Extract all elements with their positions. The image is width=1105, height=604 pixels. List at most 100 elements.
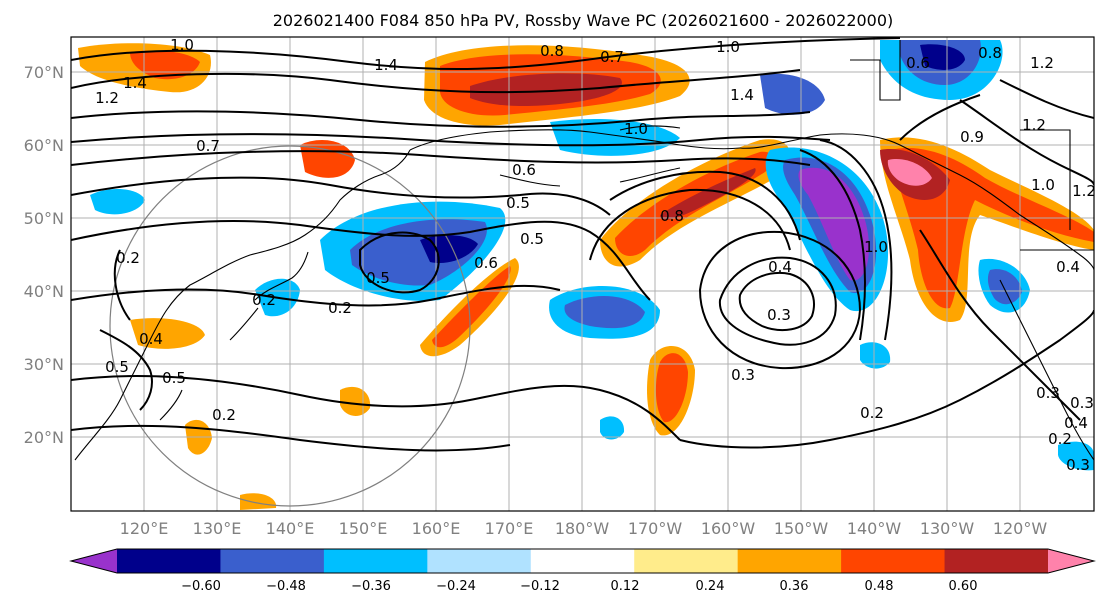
pv-label: 0.4	[139, 330, 163, 348]
longitude-axis: 120°E 130°E 140°E 150°E 160°E 170°E 180°…	[120, 519, 1048, 538]
colorbar-segment	[117, 549, 221, 573]
pv-label: 0.6	[512, 161, 536, 179]
colorbar-segment	[944, 549, 1049, 573]
pv-label: 0.3	[1070, 394, 1094, 412]
shade-arctic-warm-core	[470, 73, 622, 106]
colorbar-segment	[841, 549, 946, 573]
pv-label: 0.6	[906, 54, 930, 72]
shade-east-china-warm	[130, 318, 205, 349]
shade-aleutian-warm-deep	[660, 168, 756, 220]
lat-tick-label: 70°N	[24, 63, 64, 82]
pv-label: 1.0	[716, 38, 740, 56]
pv-label: 0.3	[1066, 456, 1090, 474]
map-frame	[70, 36, 1095, 512]
pv-contour-labels: 1.0 1.4 1.2 1.4 0.8 0.7 1.0 1.4 1.0 0.7 …	[95, 36, 1096, 474]
lon-tick-label: 160°E	[412, 519, 461, 538]
colorbar-extend-min	[71, 549, 117, 573]
colorbar-tick-label: −0.24	[436, 579, 476, 594]
pv-label: 0.8	[978, 44, 1002, 62]
pv-label: 0.3	[1036, 384, 1060, 402]
lon-tick-label: 170°W	[628, 519, 683, 538]
pv-label: 0.2	[116, 249, 140, 267]
lon-tick-label: 160°W	[701, 519, 756, 538]
pv-contours	[71, 37, 1094, 452]
pv-label: 1.0	[624, 120, 648, 138]
pv-label: 0.8	[660, 207, 684, 225]
shade-sea-okhotsk-warm	[300, 140, 355, 178]
pv-label: 0.2	[328, 299, 352, 317]
lon-tick-label: 120°E	[120, 519, 169, 538]
pv-label: 0.2	[1048, 430, 1072, 448]
pv-label: 1.2	[1022, 116, 1046, 134]
shade-central-cold-core	[564, 295, 645, 329]
colorbar-extend-max	[1048, 549, 1094, 573]
pv-label: 1.0	[1031, 176, 1055, 194]
colorbar-ticks: −0.60 −0.48 −0.36 −0.24 −0.12 0.12 0.24 …	[181, 579, 977, 594]
pv-label: 1.4	[730, 86, 754, 104]
pv-label: 0.5	[506, 194, 530, 212]
reference-circle	[109, 145, 471, 507]
pv-label: 1.2	[95, 89, 119, 107]
lon-tick-label: 140°W	[847, 519, 902, 538]
pv-label: 0.5	[162, 369, 186, 387]
shade-se-cold	[1058, 441, 1094, 471]
colorbar-segment	[530, 549, 635, 573]
colorbar-tick-label: 0.60	[949, 579, 978, 594]
pv-label: 0.3	[767, 306, 791, 324]
pv-label: 0.4	[1056, 258, 1080, 276]
shade-ne-pacific-pink	[887, 159, 932, 186]
shade-subtropic-cold-2	[860, 342, 891, 369]
shade-ne-cold-deep	[920, 44, 965, 70]
pv-label: 0.5	[366, 269, 390, 287]
lon-tick-label: 130°W	[920, 519, 975, 538]
colorbar-segment	[220, 549, 325, 573]
lon-tick-label: 140°E	[266, 519, 315, 538]
colorbar-tick-label: 0.12	[611, 579, 640, 594]
lat-tick-label: 60°N	[24, 136, 64, 155]
pv-label: 0.4	[1064, 414, 1088, 432]
pv-label: 0.2	[860, 404, 884, 422]
pv-label: 0.6	[474, 254, 498, 272]
pv-label: 1.4	[123, 74, 147, 92]
shade-subtropic-warm-3	[240, 493, 277, 510]
colorbar-segment	[323, 549, 428, 573]
shade-subtropic-cold-1	[600, 416, 625, 440]
pv-label: 0.3	[731, 366, 755, 384]
lat-tick-label: 40°N	[24, 282, 64, 301]
pv-label: 1.0	[864, 238, 888, 256]
lon-tick-label: 150°E	[339, 519, 388, 538]
shade-gulf-cold-core	[798, 167, 870, 281]
pv-anomaly-shading	[78, 40, 1094, 510]
colorbar-tick-label: −0.60	[181, 579, 221, 594]
pv-label: 0.5	[105, 358, 129, 376]
colorbar-segment	[634, 549, 739, 573]
pv-label: 1.2	[1030, 54, 1054, 72]
pv-label: 0.9	[960, 128, 984, 146]
colorbar-segment	[737, 549, 842, 573]
pv-label: 0.5	[520, 230, 544, 248]
colorbar-tick-label: −0.12	[520, 579, 560, 594]
lon-tick-label: 170°E	[485, 519, 534, 538]
lat-lon-grid	[71, 37, 1094, 511]
shade-mid-pacific-warm-core	[655, 353, 688, 423]
shade-nw-cold-small	[90, 188, 145, 215]
shade-west-coast-cold-core	[987, 269, 1022, 305]
colorbar-tick-label: 0.48	[865, 579, 894, 594]
lat-tick-label: 20°N	[24, 428, 64, 447]
pv-label: 0.8	[540, 42, 564, 60]
shade-alaska-cold	[760, 73, 825, 115]
colorbar-segment	[427, 549, 532, 573]
colorbar-tick-label: 0.36	[780, 579, 809, 594]
pv-label: 1.2	[1072, 182, 1096, 200]
shade-nw-pacific-warm-streak-core	[432, 266, 511, 348]
shade-kamchatka-cold-deep	[420, 235, 478, 264]
lon-tick-label: 120°W	[993, 519, 1048, 538]
pv-label: 0.4	[768, 258, 792, 276]
lon-tick-label: 180°W	[555, 519, 610, 538]
lon-tick-label: 150°W	[774, 519, 829, 538]
colorbar-tick-label: 0.24	[696, 579, 725, 594]
colorbar-tick-label: −0.48	[266, 579, 306, 594]
pv-label: 0.2	[212, 406, 236, 424]
pv-label: 1.4	[374, 56, 398, 74]
figure-title: 2026021400 F084 850 hPa PV, Rossby Wave …	[273, 11, 894, 30]
